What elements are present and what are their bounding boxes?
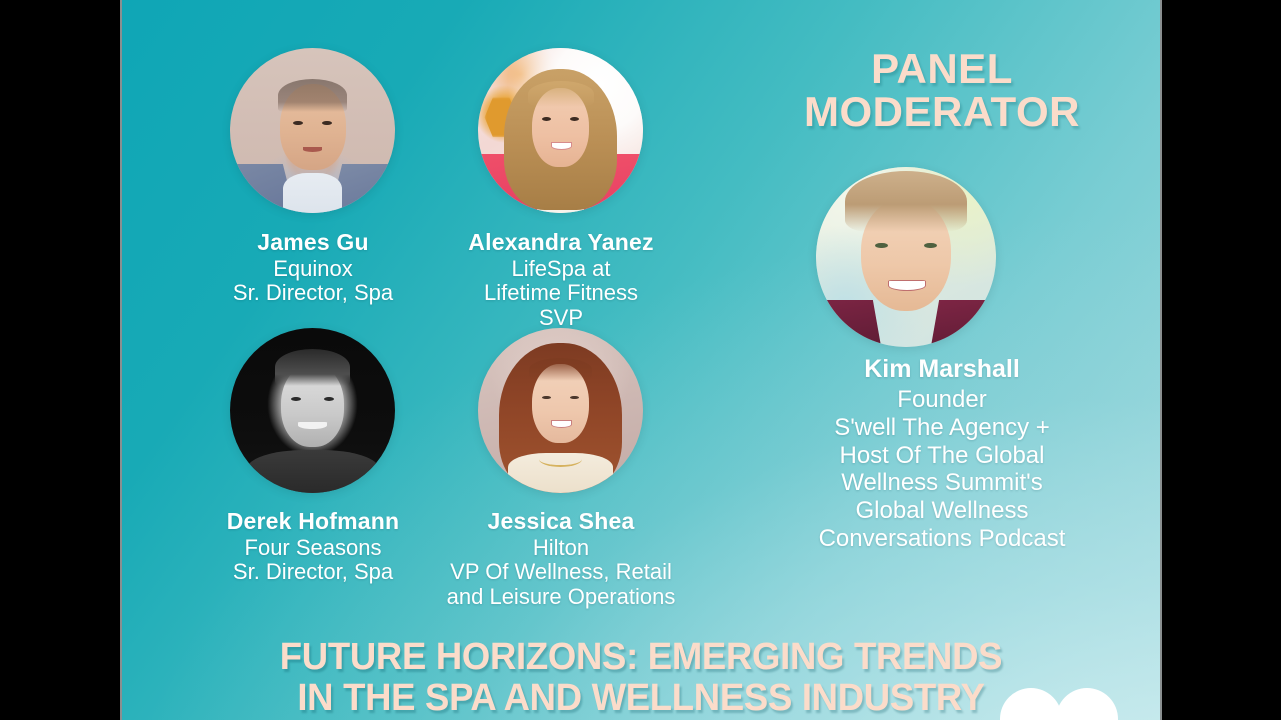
panel-moderator-heading: PANEL MODERATOR [762, 45, 1122, 135]
hair [274, 349, 351, 386]
mouth [550, 420, 573, 428]
mouth [297, 422, 328, 430]
letterbox-right [1160, 0, 1281, 720]
moderator-line-5: Global Wellness [855, 497, 1029, 525]
panelist-name: James Gu [257, 229, 369, 255]
panelist-org: Four Seasons [244, 534, 382, 560]
panelist-role: Sr. Director, Spa [232, 280, 394, 306]
eye-left [875, 242, 888, 248]
eye-left [542, 117, 552, 122]
photo-kim-marshall [816, 167, 996, 347]
heading-line-1: PANEL [871, 45, 1013, 92]
hair-front [529, 357, 592, 381]
panelist-name: Jessica Shea [487, 508, 635, 534]
panelist-name: Derek Hofmann [226, 508, 400, 534]
session-title-line-2: IN THE SPA AND WELLNESS INDUSTRY [297, 676, 985, 719]
photo-james-gu [230, 48, 395, 213]
letterbox-left [0, 0, 122, 720]
session-title: FUTURE HORIZONS: EMERGING TRENDS IN THE … [181, 637, 1101, 718]
panelist-org: Equinox [273, 255, 353, 281]
tshirt [246, 450, 379, 493]
logo-mark [1000, 684, 1118, 720]
eye-left [542, 395, 552, 400]
photo-derek-hofmann [230, 328, 395, 493]
panelist-info-alexandra-yanez: Alexandra Yanez LifeSpa at Lifetime Fitn… [433, 229, 689, 331]
eye-right [569, 395, 579, 400]
eye-left [291, 397, 301, 402]
panelist-role: VP Of Wellness, Retail [450, 559, 672, 585]
panelist-org: Hilton [532, 534, 590, 560]
panelist-info-james-gu: James Gu Equinox Sr. Director, Spa [188, 229, 438, 306]
session-title-line-1: FUTURE HORIZONS: EMERGING TRENDS [279, 636, 1003, 679]
moderator-name: Kim Marshall [864, 355, 1020, 383]
eye-left [292, 120, 303, 125]
hair-front [527, 81, 594, 108]
photo-alexandra-yanez [478, 48, 643, 213]
logo-circle-right [1056, 688, 1118, 720]
hair [844, 170, 968, 232]
mouth [550, 142, 573, 150]
panelist-org: LifeSpa at [511, 255, 611, 281]
moderator-line-3: Host Of The Global [839, 441, 1045, 469]
panelist-org-line2: Lifetime Fitness [483, 280, 639, 306]
eye-right [322, 120, 333, 125]
panelist-info-derek-hofmann: Derek Hofmann Four Seasons Sr. Director,… [182, 508, 444, 585]
moderator-line-2: S'well The Agency + [834, 413, 1050, 441]
moderator-line-6: Conversations Podcast [818, 525, 1066, 553]
eye-right [324, 397, 334, 402]
panelist-role: Sr. Director, Spa [232, 559, 394, 585]
photo-jessica-shea [478, 328, 643, 493]
moderator-info-kim-marshall: Kim Marshall Founder S'well The Agency +… [742, 355, 1142, 553]
heading-line-2: MODERATOR [804, 87, 1080, 135]
top-left [816, 300, 882, 347]
panelist-role-line2: and Leisure Operations [446, 584, 676, 609]
necklace [539, 451, 582, 467]
moderator-line-1: Founder [897, 386, 987, 413]
panelist-info-jessica-shea: Jessica Shea Hilton VP Of Wellness, Reta… [422, 508, 700, 610]
shirt [282, 173, 343, 213]
presentation-slide: James Gu Equinox Sr. Director, Spa Alexa… [122, 0, 1160, 720]
eye-right [569, 117, 579, 122]
logo-circle-left [1000, 688, 1062, 720]
panelist-role: SVP [538, 305, 584, 330]
mouth [302, 147, 323, 152]
top-right [930, 300, 996, 347]
mouth [888, 280, 926, 292]
panelist-name: Alexandra Yanez [468, 229, 654, 255]
hair [277, 79, 348, 113]
eye-right [924, 242, 937, 248]
moderator-line-4: Wellness Summit's [841, 469, 1043, 497]
